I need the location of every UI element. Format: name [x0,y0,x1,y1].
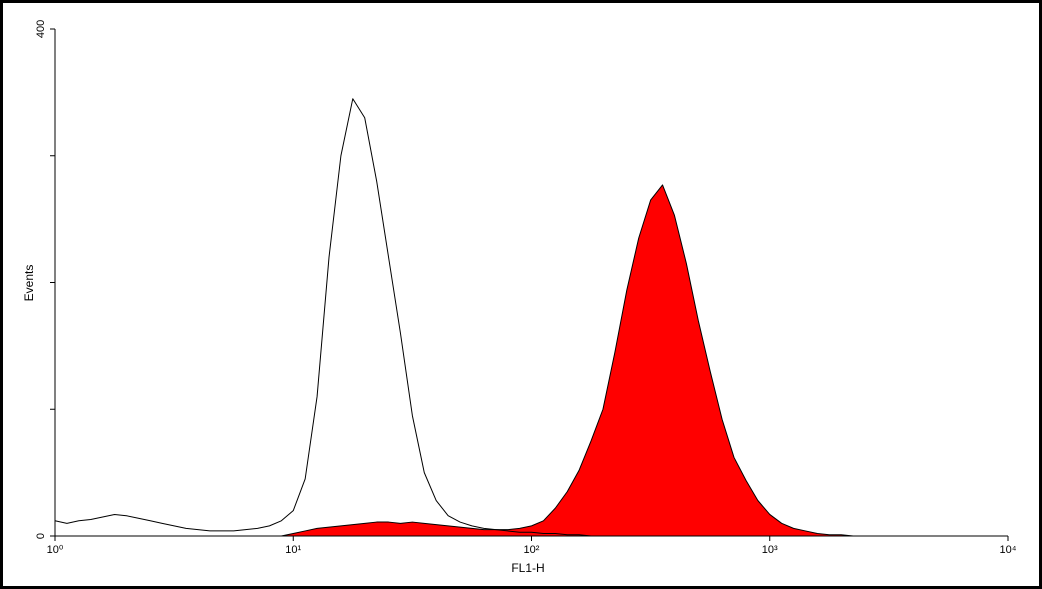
x-tick-label: 10³ [762,544,778,556]
x-axis-label: FL1-H [511,561,544,575]
x-tick-label: 10⁴ [1000,544,1017,556]
y-tick-label: 400 [35,20,47,38]
x-tick-label: 10¹ [285,544,301,556]
x-tick-label: 10⁰ [47,544,64,556]
y-tick-label: 0 [35,533,47,539]
x-tick-label: 10² [524,544,540,556]
y-axis-label: Events [22,265,36,302]
